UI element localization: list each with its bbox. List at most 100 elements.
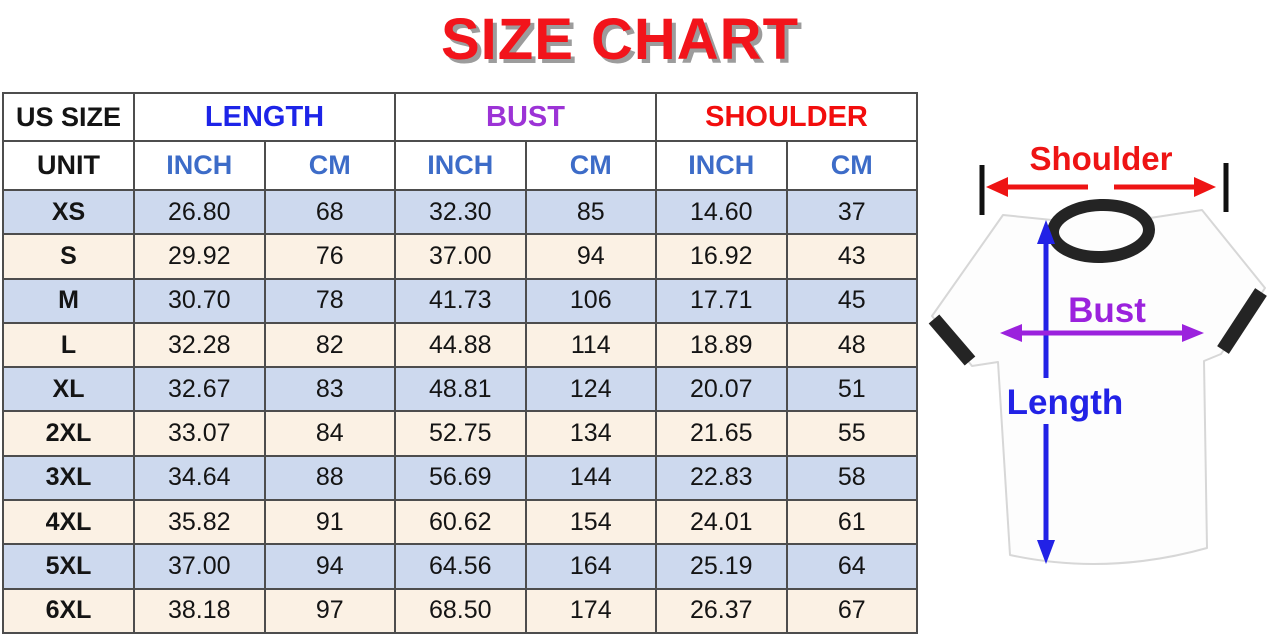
table-cell: 76 xyxy=(263,233,396,280)
table-cell: 134 xyxy=(524,410,657,457)
table-cell: 25.19 xyxy=(655,543,788,590)
table-cell: 61 xyxy=(785,499,918,546)
table-cell: 55 xyxy=(785,410,918,457)
bust-group-header: BUST xyxy=(394,92,657,142)
right-cuff xyxy=(1217,288,1267,354)
shoulder-inch-header: INCH xyxy=(655,140,788,191)
table-cell: 97 xyxy=(263,587,396,635)
table-cell: 68.50 xyxy=(394,587,527,635)
length-arrow xyxy=(1037,220,1055,564)
table-cell: 22.83 xyxy=(655,454,788,502)
table-cell: 114 xyxy=(524,321,657,369)
table-cell: 45 xyxy=(785,277,918,324)
table-cell: 164 xyxy=(524,543,657,590)
table-cell: 64 xyxy=(785,543,918,590)
table-row: 3XL 34.64 88 56.69 144 22.83 58 xyxy=(2,454,918,502)
table-cell: 144 xyxy=(524,454,657,502)
table-cell: 26.37 xyxy=(655,587,788,635)
unit-header-row: UNIT INCH CM INCH CM INCH CM xyxy=(2,140,918,191)
table-cell: 35.82 xyxy=(133,499,266,546)
size-table: US SIZE LENGTH BUST SHOULDER UNIT INCH C… xyxy=(2,92,918,635)
table-cell: 82 xyxy=(263,321,396,369)
table-cell: 64.56 xyxy=(394,543,527,590)
table-cell: 91 xyxy=(263,499,396,546)
table-cell: 48.81 xyxy=(394,366,527,413)
table-row: 4XL 35.82 91 60.62 154 24.01 61 xyxy=(2,499,918,546)
table-cell: 94 xyxy=(263,543,396,590)
table-row: 5XL 37.00 94 64.56 164 25.19 64 xyxy=(2,543,918,590)
table-cell: 33.07 xyxy=(133,410,266,457)
shoulder-arrow xyxy=(979,163,1229,215)
size-cell: M xyxy=(2,277,135,324)
length-label: Length xyxy=(1007,383,1124,422)
bust-inch-header: INCH xyxy=(394,140,527,191)
table-cell: 88 xyxy=(263,454,396,502)
table-cell: 37.00 xyxy=(394,233,527,280)
table-cell: 32.30 xyxy=(394,188,527,236)
table-cell: 26.80 xyxy=(133,188,266,236)
group-header-row: US SIZE LENGTH BUST SHOULDER xyxy=(2,92,918,142)
table-cell: 85 xyxy=(524,188,657,236)
shoulder-label: Shoulder xyxy=(1029,140,1172,177)
table-cell: 48 xyxy=(785,321,918,369)
shoulder-cm-header: CM xyxy=(785,140,918,191)
table-row: XL 32.67 83 48.81 124 20.07 51 xyxy=(2,366,918,413)
table-row: XS 26.80 68 32.30 85 14.60 37 xyxy=(2,188,918,236)
size-cell: 2XL xyxy=(2,410,135,457)
table-cell: 154 xyxy=(524,499,657,546)
size-cell: S xyxy=(2,233,135,280)
table-cell: 17.71 xyxy=(655,277,788,324)
table-cell: 51 xyxy=(785,366,918,413)
size-cell: XS xyxy=(2,188,135,236)
table-cell: 24.01 xyxy=(655,499,788,546)
unit-header: UNIT xyxy=(2,140,135,191)
table-cell: 37 xyxy=(785,188,918,236)
table-row: 6XL 38.18 97 68.50 174 26.37 67 xyxy=(2,587,918,635)
table-cell: 83 xyxy=(263,366,396,413)
size-cell: 3XL xyxy=(2,454,135,502)
length-inch-header: INCH xyxy=(133,140,266,191)
table-cell: 30.70 xyxy=(133,277,266,324)
length-group-header: LENGTH xyxy=(133,92,396,142)
tshirt-graphic xyxy=(928,198,1267,565)
bust-label: Bust xyxy=(1068,291,1146,330)
table-cell: 67 xyxy=(785,587,918,635)
size-cell: 4XL xyxy=(2,499,135,546)
table-cell: 84 xyxy=(263,410,396,457)
page-title: SIZE CHART xyxy=(441,7,799,72)
table-cell: 38.18 xyxy=(133,587,266,635)
table-cell: 78 xyxy=(263,277,396,324)
size-cell: 6XL xyxy=(2,587,135,635)
table-cell: 32.28 xyxy=(133,321,266,369)
table-cell: 58 xyxy=(785,454,918,502)
collar-ring xyxy=(1047,198,1155,264)
table-row: 2XL 33.07 84 52.75 134 21.65 55 xyxy=(2,410,918,457)
shoulder-group-header: SHOULDER xyxy=(655,92,918,142)
size-cell: L xyxy=(2,321,135,369)
length-cm-header: CM xyxy=(263,140,396,191)
table-cell: 16.92 xyxy=(655,233,788,280)
table-cell: 68 xyxy=(263,188,396,236)
left-cuff xyxy=(928,314,976,366)
table-cell: 21.65 xyxy=(655,410,788,457)
table-cell: 106 xyxy=(524,277,657,324)
table-cell: 174 xyxy=(524,587,657,635)
size-cell: XL xyxy=(2,366,135,413)
us-size-header: US SIZE xyxy=(2,92,135,142)
table-cell: 18.89 xyxy=(655,321,788,369)
table-row: L 32.28 82 44.88 114 18.89 48 xyxy=(2,321,918,369)
table-row: S 29.92 76 37.00 94 16.92 43 xyxy=(2,233,918,280)
table-cell: 29.92 xyxy=(133,233,266,280)
bust-arrow xyxy=(1000,324,1204,342)
table-cell: 43 xyxy=(785,233,918,280)
tshirt-measurement-diagram: Shoulder Length Bust xyxy=(920,130,1280,644)
size-cell: 5XL xyxy=(2,543,135,590)
table-cell: 20.07 xyxy=(655,366,788,413)
table-cell: 60.62 xyxy=(394,499,527,546)
table-cell: 124 xyxy=(524,366,657,413)
table-cell: 52.75 xyxy=(394,410,527,457)
table-cell: 34.64 xyxy=(133,454,266,502)
table-cell: 32.67 xyxy=(133,366,266,413)
table-cell: 94 xyxy=(524,233,657,280)
